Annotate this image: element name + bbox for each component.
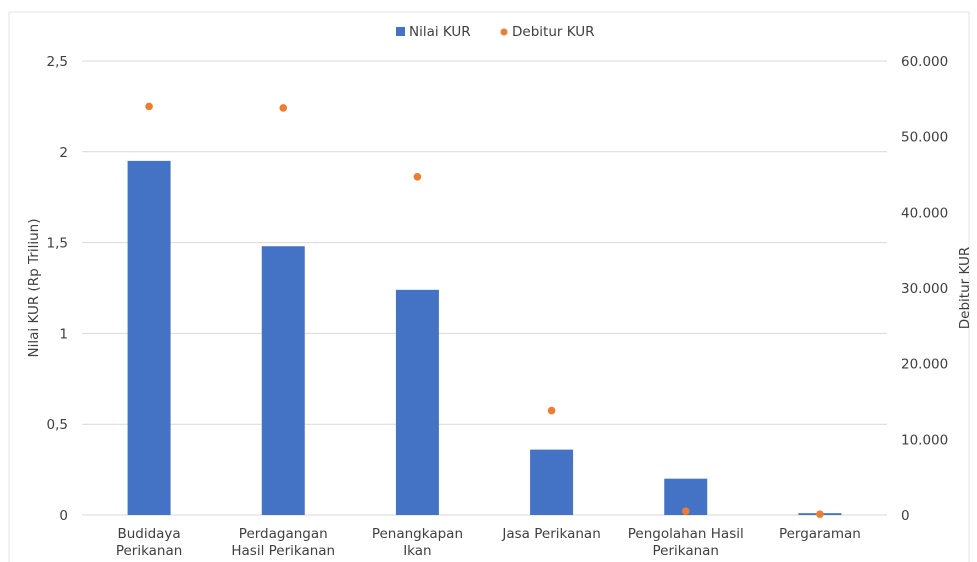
legend-swatch-nilai-kur	[396, 27, 405, 36]
category-label: Hasil Perikanan	[231, 543, 335, 559]
bar	[127, 160, 171, 515]
right-axis-tick-label: 40.000	[901, 205, 948, 221]
point-series	[145, 102, 824, 519]
right-axis-tick-label: 10.000	[901, 432, 948, 448]
bar	[261, 246, 305, 515]
category-label: Budidaya	[117, 526, 180, 542]
category-label: Pengolahan Hasil	[628, 526, 744, 542]
point	[413, 172, 422, 181]
left-axis-tick-label: 2	[59, 145, 68, 161]
bar	[530, 449, 574, 515]
left-axis-tick-label: 0	[59, 508, 68, 524]
bar-series	[127, 160, 842, 515]
legend-label-nilai-kur: Nilai KUR	[409, 24, 471, 40]
bar	[395, 289, 439, 515]
point	[816, 510, 824, 519]
right-axis-tick-label: 0	[901, 508, 910, 524]
right-axis-tick-label: 50.000	[901, 130, 948, 146]
category-label: Perikanan	[116, 543, 183, 559]
category-label: Ikan	[403, 543, 431, 559]
legend-label-debitur-kur: Debitur KUR	[512, 24, 594, 40]
right-axis-ticks: 0 10.000 20.000 30.000 40.000 50.000 60.000	[901, 54, 948, 524]
point	[681, 507, 690, 516]
point	[145, 102, 153, 111]
category-label: Perikanan	[652, 543, 719, 559]
left-axis-tick-label: 0,5	[47, 417, 68, 433]
right-axis-tick-label: 20.000	[901, 357, 948, 373]
left-axis-tick-label: 2,5	[47, 54, 68, 70]
category-label: Perdagangan	[239, 526, 328, 542]
left-axis-tick-label: 1	[59, 326, 68, 342]
right-axis-tick-label: 60.000	[901, 54, 948, 70]
left-axis-tick-label: 1,5	[47, 236, 68, 252]
point	[279, 104, 288, 112]
left-axis-ticks: 0 0,5 1 1,5 2 2,5	[47, 54, 68, 524]
category-label: Jasa Perikanan	[501, 526, 600, 542]
legend-marker-debitur-kur	[500, 28, 508, 36]
gridlines	[82, 60, 887, 516]
legend: Nilai KUR Debitur KUR	[396, 24, 594, 40]
left-axis-title: Nilai KUR (Rp Triliun)	[26, 219, 42, 358]
right-axis-tick-label: 30.000	[901, 281, 948, 297]
point	[547, 406, 556, 415]
category-label: Pergaraman	[779, 526, 861, 542]
right-axis-title: Debitur KUR	[957, 247, 973, 329]
category-label: Penangkapan	[372, 526, 463, 542]
